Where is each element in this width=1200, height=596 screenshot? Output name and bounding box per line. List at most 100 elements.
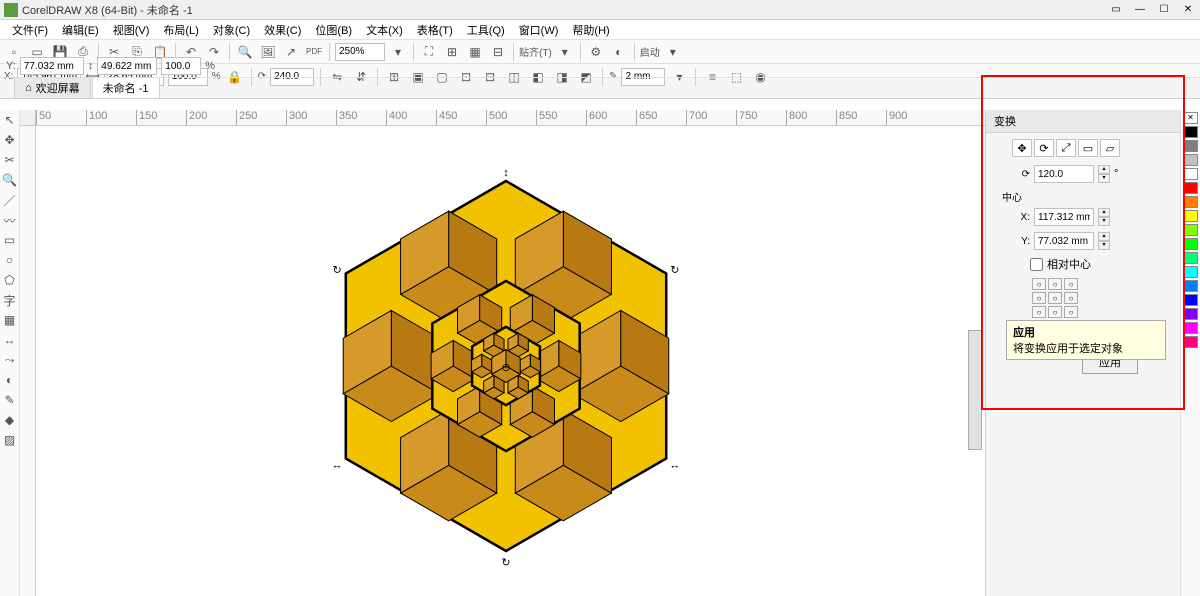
- guides-icon[interactable]: ⊟: [488, 42, 508, 62]
- launch-dropdown-icon[interactable]: ▾: [663, 42, 683, 62]
- anchor-mr[interactable]: ○: [1064, 292, 1078, 304]
- transform-skew-icon[interactable]: ▱: [1100, 139, 1120, 157]
- color-swatch[interactable]: [1184, 126, 1198, 138]
- options2-icon[interactable]: ◐: [609, 42, 629, 62]
- anchor-tr[interactable]: ○: [1064, 278, 1078, 290]
- doc-icon[interactable]: ▭: [1108, 3, 1124, 17]
- relative-checkbox[interactable]: [1030, 258, 1043, 271]
- pick-tool-icon[interactable]: ↖: [2, 112, 18, 128]
- color-swatch[interactable]: [1184, 294, 1198, 306]
- options-icon[interactable]: ⚙: [586, 42, 606, 62]
- cy-input[interactable]: [1034, 232, 1094, 250]
- menu-file[interactable]: 文件(F): [6, 20, 54, 40]
- wrap-icon[interactable]: ≡: [702, 67, 722, 87]
- anchor-bc[interactable]: ○: [1048, 306, 1062, 318]
- transparency-tool-icon[interactable]: ▨: [2, 432, 18, 448]
- trim-icon[interactable]: ◨: [552, 67, 572, 87]
- color-swatch[interactable]: [1184, 196, 1198, 208]
- color-swatch[interactable]: [1184, 280, 1198, 292]
- transform-size-icon[interactable]: ▭: [1078, 139, 1098, 157]
- no-color-swatch[interactable]: ✕: [1184, 112, 1198, 124]
- rulers-icon[interactable]: ⊞: [442, 42, 462, 62]
- angle-input[interactable]: [1034, 165, 1094, 183]
- angle-up-icon[interactable]: ▴: [1098, 165, 1110, 174]
- artistic-tool-icon[interactable]: 〰: [2, 212, 18, 228]
- mirror-h-icon[interactable]: ⇋: [327, 67, 347, 87]
- menu-bitmap[interactable]: 位图(B): [309, 20, 358, 40]
- eyedropper-tool-icon[interactable]: ✎: [2, 392, 18, 408]
- ellipse-tool-icon[interactable]: ○: [2, 252, 18, 268]
- hexagon-artwork[interactable]: ↻↔↻↕↻↔⊙: [316, 166, 696, 586]
- cy-up-icon[interactable]: ▴: [1098, 232, 1110, 241]
- text-tool-icon[interactable]: 字: [2, 292, 18, 308]
- cx-down-icon[interactable]: ▾: [1098, 217, 1110, 226]
- table-tool-icon[interactable]: ▦: [2, 312, 18, 328]
- color-swatch[interactable]: [1184, 322, 1198, 334]
- connector-tool-icon[interactable]: ⤳: [2, 352, 18, 368]
- color-swatch[interactable]: [1184, 210, 1198, 222]
- export-icon[interactable]: ↗: [281, 42, 301, 62]
- grid-icon[interactable]: ▦: [465, 42, 485, 62]
- color-swatch[interactable]: [1184, 252, 1198, 264]
- y-input[interactable]: [20, 57, 84, 75]
- cx-input[interactable]: [1034, 208, 1094, 226]
- lock-icon[interactable]: 🔒: [225, 67, 245, 87]
- vertical-slider[interactable]: [968, 330, 982, 450]
- tab-welcome[interactable]: ⌂欢迎屏幕: [14, 77, 91, 98]
- canvas[interactable]: ↻↔↻↕↻↔⊙: [36, 126, 985, 596]
- rectangle-tool-icon[interactable]: ▭: [2, 232, 18, 248]
- anchor-mc[interactable]: ○: [1048, 292, 1062, 304]
- convert-icon[interactable]: ⬚: [726, 67, 746, 87]
- fullscreen-icon[interactable]: ⛶: [419, 42, 439, 62]
- menu-tools[interactable]: 工具(Q): [461, 20, 511, 40]
- intersect-icon[interactable]: ◩: [576, 67, 596, 87]
- dimension-tool-icon[interactable]: ↔: [2, 332, 18, 348]
- crop-tool-icon[interactable]: ✂: [2, 152, 18, 168]
- cx-up-icon[interactable]: ▴: [1098, 208, 1110, 217]
- menu-help[interactable]: 帮助(H): [566, 20, 615, 40]
- search-icon[interactable]: 🔍: [235, 42, 255, 62]
- transform-scale-icon[interactable]: ⤢: [1056, 139, 1076, 157]
- menu-view[interactable]: 视图(V): [107, 20, 156, 40]
- order-front-icon[interactable]: ▣: [408, 67, 428, 87]
- menu-text[interactable]: 文本(X): [360, 20, 409, 40]
- anchor-tl[interactable]: ○: [1032, 278, 1046, 290]
- anchor-tc[interactable]: ○: [1048, 278, 1062, 290]
- color-swatch[interactable]: [1184, 182, 1198, 194]
- menu-layout[interactable]: 布局(L): [157, 20, 204, 40]
- ungroup-icon[interactable]: ⊟: [480, 67, 500, 87]
- shape-tool-icon[interactable]: ✥: [2, 132, 18, 148]
- weld-icon[interactable]: ◧: [528, 67, 548, 87]
- color-swatch[interactable]: [1184, 224, 1198, 236]
- zoom-input[interactable]: [335, 43, 385, 61]
- outline-dropdown-icon[interactable]: ▾: [669, 67, 689, 87]
- group-icon[interactable]: ⊡: [456, 67, 476, 87]
- angle-down-icon[interactable]: ▾: [1098, 174, 1110, 183]
- h-input[interactable]: [97, 57, 157, 75]
- zoom-dropdown-icon[interactable]: ▾: [388, 42, 408, 62]
- rot-input[interactable]: [270, 68, 314, 86]
- color-swatch[interactable]: [1184, 266, 1198, 278]
- cy-down-icon[interactable]: ▾: [1098, 241, 1110, 250]
- anchor-bl[interactable]: ○: [1032, 306, 1046, 318]
- anchor-ml[interactable]: ○: [1032, 292, 1046, 304]
- color-swatch[interactable]: [1184, 140, 1198, 152]
- polygon-tool-icon[interactable]: ⬠: [2, 272, 18, 288]
- transform-position-icon[interactable]: ✥: [1012, 139, 1032, 157]
- menu-effect[interactable]: 效果(C): [258, 20, 307, 40]
- snap-dropdown-icon[interactable]: ▾: [555, 42, 575, 62]
- pdf-icon[interactable]: PDF: [304, 42, 324, 62]
- freehand-tool-icon[interactable]: ／: [2, 192, 18, 208]
- mirror-v-icon[interactable]: ⇵: [351, 67, 371, 87]
- transform-rotate-icon[interactable]: ⟳: [1034, 139, 1054, 157]
- combine-icon[interactable]: ◫: [504, 67, 524, 87]
- effects-tool-icon[interactable]: ◐: [2, 372, 18, 388]
- image-icon[interactable]: 🖼: [258, 42, 278, 62]
- align-icon[interactable]: ⊞: [384, 67, 404, 87]
- menu-window[interactable]: 窗口(W): [513, 20, 565, 40]
- anchor-br[interactable]: ○: [1064, 306, 1078, 318]
- outline-input[interactable]: [621, 68, 665, 86]
- menu-edit[interactable]: 编辑(E): [56, 20, 105, 40]
- minimize-button[interactable]: —: [1132, 3, 1148, 17]
- color-swatch[interactable]: [1184, 154, 1198, 166]
